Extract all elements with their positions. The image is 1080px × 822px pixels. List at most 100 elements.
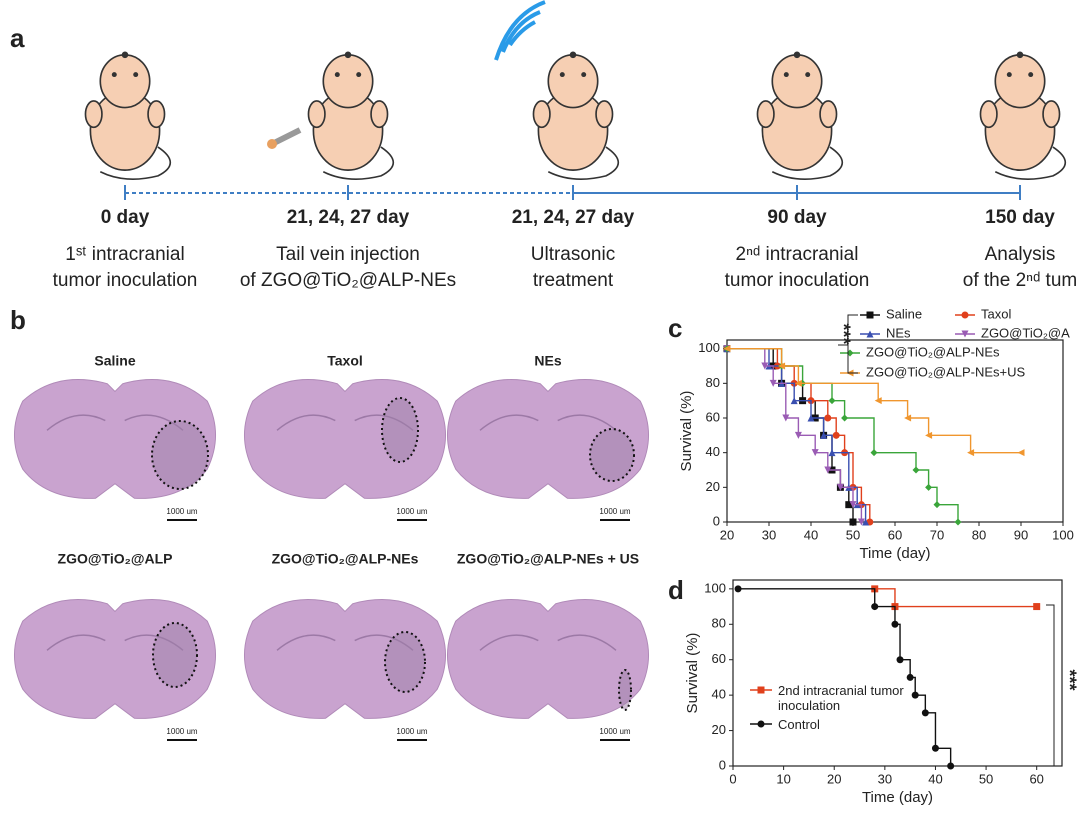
x-tick-label: 20 [827,771,841,786]
panel-label: b [10,305,26,335]
data-point [723,345,731,353]
data-point [857,518,865,526]
data-point [874,397,882,405]
scale-bar-label: 1000 um [396,727,427,736]
x-axis-label: Time (day) [862,789,933,806]
timeline-day: 0 day [101,207,150,228]
legend-label: 2nd intracranial tumor inoculation [778,683,904,713]
data-point [794,431,802,439]
timeline-desc: Analysis [985,244,1056,265]
panel-label: a [10,23,25,53]
tumor-outline [618,669,632,711]
histology-title: Saline [94,353,135,369]
data-point [933,501,941,509]
data-point [790,397,798,405]
data-point [870,449,878,457]
timeline-desc: 1ˢᵗ intracranial [65,244,184,265]
y-tick-label: 0 [719,757,726,772]
data-point [891,620,899,628]
mouse-illustration [532,50,620,181]
timeline-day: 150 day [985,207,1055,228]
data-point [794,379,802,387]
data-point [931,744,939,752]
histology-title: NEs [534,353,561,369]
x-tick-label: 90 [1014,527,1028,542]
significance-stars: *** [1059,669,1079,690]
data-point [896,656,904,664]
x-tick-label: 40 [804,527,818,542]
data-point [925,483,933,491]
timeline-desc: tumor inoculation [725,270,870,291]
x-tick-label: 100 [1052,527,1074,542]
mouse-illustration [979,50,1067,181]
data-point [947,762,955,770]
mouse-illustration [307,50,395,181]
legend-label: Control [778,717,820,732]
x-tick-label: 60 [888,527,902,542]
y-tick-label: 40 [706,444,720,459]
data-point [828,397,836,405]
y-tick-label: 20 [712,722,726,737]
timeline-day: 21, 24, 27 day [287,207,410,228]
y-axis-label: Survival (%) [678,391,695,472]
y-tick-label: 0 [713,513,720,528]
legend-label: ZGO@TiO₂@ALP-NEs [866,344,1000,359]
legend-marker [961,330,969,338]
histology-title: ZGO@TiO₂@ALP [58,551,173,567]
tumor-outline [589,428,635,482]
data-point [769,379,777,387]
scale-bar-label: 1000 um [166,507,197,516]
data-point [820,431,828,439]
histology-title: Taxol [327,353,363,369]
y-tick-label: 60 [706,409,720,424]
timeline-day: 21, 24, 27 day [512,207,635,228]
data-point [912,466,920,474]
timeline-desc: Ultrasonic [531,244,615,265]
survival-step-line [874,588,1037,608]
data-point [967,449,975,457]
plot-frame [732,579,1063,767]
histology-title: ZGO@TiO₂@ALP-NEs + US [457,551,639,567]
legend-label: ZGO@TiO₂@A [981,325,1070,340]
data-point [849,501,857,509]
tumor-outline [381,397,419,463]
scale-bar-label: 1000 um [166,727,197,736]
data-point [904,414,912,422]
data-point [824,466,832,474]
survival-step-line [727,347,959,522]
y-tick-label: 100 [698,340,720,355]
x-tick-label: 70 [930,527,944,542]
brain-section [446,598,650,720]
data-point [841,414,849,422]
legend-marker [866,311,874,319]
y-tick-label: 100 [704,580,726,595]
data-point [921,709,929,717]
legend-marker [757,686,765,694]
significance-stars: *** [833,323,853,344]
legend-marker [961,311,969,319]
data-point [1033,603,1041,611]
significance-bracket [1046,604,1055,767]
legend-marker [757,720,765,728]
x-tick-label: 0 [729,771,736,786]
data-point [954,518,962,526]
timeline-desc: of the 2ⁿᵈ tum [963,270,1077,291]
x-tick-label: 30 [878,771,892,786]
tumor-outline [151,420,209,490]
timeline-desc: Tail vein injection [276,244,420,265]
x-tick-label: 40 [928,771,942,786]
y-axis-label: Survival (%) [684,633,701,714]
timeline-day: 90 day [767,207,827,228]
panel-label: d [668,575,684,605]
x-tick-label: 60 [1029,771,1043,786]
panel-label: c [668,313,682,343]
y-tick-label: 60 [712,651,726,666]
legend-label: Taxol [981,306,1011,321]
data-point [1017,449,1025,457]
significance-bracket [838,314,858,374]
data-point [734,585,742,593]
data-point [811,449,819,457]
survival-step-line [738,588,952,766]
scale-bar-label: 1000 um [599,727,630,736]
